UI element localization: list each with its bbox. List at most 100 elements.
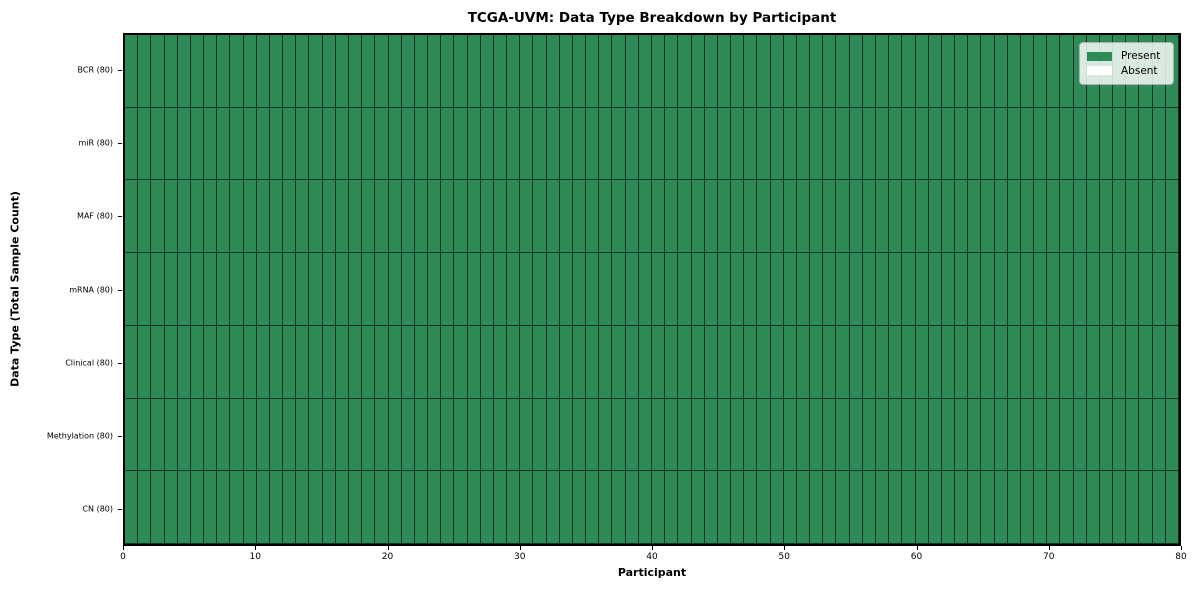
grid-cell <box>572 471 587 544</box>
grid-cell <box>151 398 165 472</box>
grid-cell <box>1073 398 1087 472</box>
grid-cell <box>335 471 349 544</box>
grid-cell <box>493 325 508 399</box>
grid-cell <box>1099 253 1114 326</box>
grid-cell <box>520 325 534 399</box>
grid-cell <box>968 180 982 254</box>
grid-cell <box>572 253 587 326</box>
grid-cell <box>889 35 903 108</box>
absent-swatch-icon <box>1087 66 1112 76</box>
grid-cell <box>414 398 429 472</box>
grid-cell <box>362 180 376 254</box>
grid-cell <box>902 325 916 399</box>
grid-cell <box>652 398 666 472</box>
grid-cell <box>151 325 165 399</box>
grid-cell <box>915 253 929 326</box>
grid-cell <box>770 398 784 472</box>
grid-cell <box>546 325 560 399</box>
grid-cell <box>362 398 376 472</box>
grid-cell <box>757 253 771 326</box>
grid-cell <box>875 325 890 399</box>
grid-cell <box>691 180 705 254</box>
grid-cell <box>625 253 639 326</box>
chart-title: TCGA-UVM: Data Type Breakdown by Partici… <box>467 10 837 26</box>
grid-cell <box>1152 398 1166 472</box>
grid-cell <box>1139 253 1153 326</box>
grid-cell <box>638 35 652 108</box>
grid-cell <box>1007 398 1021 472</box>
grid-cell <box>493 398 508 472</box>
grid-cell <box>243 325 257 399</box>
grid-cell <box>322 325 336 399</box>
grid-cell <box>493 107 508 181</box>
grid-cell <box>586 325 600 399</box>
grid-cell <box>480 471 494 544</box>
grid-cell <box>757 471 771 544</box>
grid-cell <box>770 471 784 544</box>
grid-cell <box>309 253 323 326</box>
grid-cell <box>704 180 718 254</box>
grid-cell <box>823 253 837 326</box>
grid-cell <box>704 107 718 181</box>
grid-cell <box>915 398 929 472</box>
grid-cell <box>138 325 152 399</box>
grid-cell <box>704 325 718 399</box>
grid-cell <box>981 253 995 326</box>
grid-cell <box>1073 107 1087 181</box>
grid-cell <box>810 180 824 254</box>
grid-cell <box>994 35 1008 108</box>
grid-cell <box>1152 253 1166 326</box>
grid-cell <box>612 35 626 108</box>
grid-cell <box>1020 180 1035 254</box>
grid-cell <box>467 35 481 108</box>
grid-cell <box>204 398 218 472</box>
grid-cell <box>810 107 824 181</box>
grid-cell <box>717 471 732 544</box>
grid-cell <box>269 325 284 399</box>
grid-cell <box>230 253 244 326</box>
grid-cell <box>572 35 587 108</box>
grid-cell <box>296 107 310 181</box>
grid-cell <box>322 253 336 326</box>
grid-cell <box>941 471 956 544</box>
grid-cell <box>1113 253 1127 326</box>
grid-cell <box>204 107 218 181</box>
grid-cell <box>138 398 152 472</box>
grid-cell <box>1060 35 1074 108</box>
grid-cell <box>1047 471 1061 544</box>
grid-cell <box>375 398 389 472</box>
grid-cell <box>783 180 797 254</box>
grid-cell <box>994 471 1008 544</box>
grid-cell <box>902 471 916 544</box>
grid-cell <box>981 35 995 108</box>
grid-cell <box>559 35 573 108</box>
grid-cell <box>296 253 310 326</box>
x-tick-label: 0 <box>120 552 126 562</box>
grid-cell <box>441 325 455 399</box>
grid-cell <box>586 253 600 326</box>
grid-cell <box>586 107 600 181</box>
grid-cell <box>559 107 573 181</box>
grid-cell <box>269 35 284 108</box>
grid-cell <box>1086 325 1100 399</box>
grid-cell <box>717 325 732 399</box>
grid-cell <box>625 325 639 399</box>
x-tick-label: 80 <box>1175 552 1187 562</box>
grid-cell <box>1152 107 1166 181</box>
grid-cell <box>177 180 191 254</box>
grid-cell <box>783 35 797 108</box>
grid-cell <box>849 398 863 472</box>
grid-cell <box>125 180 139 254</box>
grid-cell <box>243 471 257 544</box>
grid-cell <box>125 35 139 108</box>
grid-cell <box>348 325 363 399</box>
grid-cell <box>915 180 929 254</box>
grid-cell <box>744 180 758 254</box>
grid-cell <box>968 35 982 108</box>
grid-cell <box>678 325 692 399</box>
grid-cell <box>810 471 824 544</box>
grid-cell <box>454 325 468 399</box>
grid-cell <box>388 107 402 181</box>
grid-cell <box>269 471 284 544</box>
grid-cell <box>388 253 402 326</box>
